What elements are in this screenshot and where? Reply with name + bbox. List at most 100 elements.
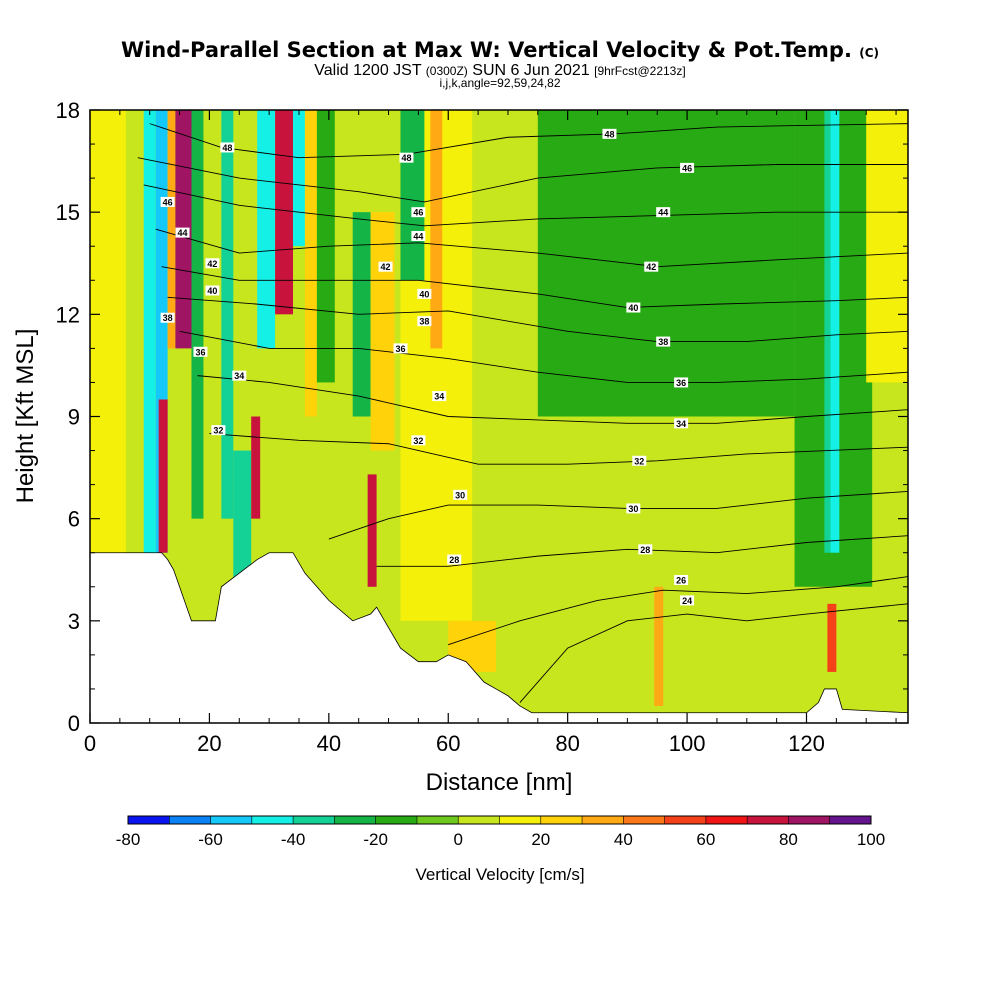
velocity-cell <box>430 110 443 349</box>
subtitle-utc: (0300Z) <box>425 64 468 78</box>
contour-label: 34 <box>234 371 244 381</box>
theta-contour-32 <box>209 433 908 465</box>
contour-label: 38 <box>163 313 173 323</box>
velocity-cell <box>866 110 908 383</box>
contour-label-bg <box>626 503 641 514</box>
colorbar-tick-label: 40 <box>614 830 633 849</box>
contour-label: 32 <box>213 426 223 436</box>
chart-subtitle-indices: i,j,k,angle=92,59,24,82 <box>439 76 561 90</box>
contour-label: 34 <box>676 419 686 429</box>
velocity-cell <box>257 110 276 349</box>
chart-title: Wind-Parallel Section at Max W: Vertical… <box>0 38 1000 62</box>
colorbar-swatch <box>293 816 335 824</box>
colorbar-swatch <box>416 816 459 824</box>
x-tick-label: 0 <box>84 731 96 756</box>
velocity-cell <box>293 110 305 247</box>
contour-label-bg <box>447 554 462 565</box>
contour-label: 48 <box>604 129 614 139</box>
contour-label-bg <box>632 455 647 466</box>
contour-label: 38 <box>419 317 429 327</box>
x-tick-label: 60 <box>436 731 460 756</box>
chart-title-text: Wind-Parallel Section at Max W: Vertical… <box>120 38 852 62</box>
contour-label: 46 <box>682 163 692 173</box>
colorbar-swatch <box>334 816 376 824</box>
colorbar-swatch <box>623 816 665 824</box>
contour-label: 48 <box>222 143 232 153</box>
colorbar-tick-label: 0 <box>453 830 462 849</box>
colorbar-swatch <box>705 816 748 824</box>
theta-contour-28 <box>376 535 908 567</box>
y-tick-label: 18 <box>56 98 80 123</box>
x-axis-label: Distance [nm] <box>426 769 573 796</box>
contour-label: 30 <box>628 504 638 514</box>
contour-label: 42 <box>207 259 217 269</box>
contour-label-bg <box>205 285 220 296</box>
contour-label: 36 <box>676 378 686 388</box>
contour-label: 48 <box>401 153 411 163</box>
contour-label-bg <box>638 544 653 555</box>
colorbar-swatch <box>375 816 418 824</box>
theta-contour-44 <box>143 184 908 227</box>
contour-label-bg <box>453 489 468 500</box>
velocity-cell <box>251 416 261 519</box>
contour-label: 24 <box>682 596 692 606</box>
colorbar-tick-label: -40 <box>281 830 306 849</box>
contour-label-bg <box>674 418 689 429</box>
x-tick-label: 80 <box>555 731 579 756</box>
contour-label-bg <box>656 207 671 218</box>
theta-contour-30 <box>328 490 908 540</box>
x-tick-label: 40 <box>317 731 341 756</box>
colorbar-tick-label: -60 <box>198 830 223 849</box>
contour-label: 38 <box>658 337 668 347</box>
y-tick-label: 0 <box>68 711 80 736</box>
subtitle-valid: Valid 1200 JST <box>314 62 422 79</box>
colorbar-label: Vertical Velocity [cm/s] <box>415 865 584 884</box>
subtitle-date: SUN 6 Jun 2021 <box>472 62 590 79</box>
x-tick-label: 120 <box>788 731 825 756</box>
contour-label-bg <box>417 288 432 299</box>
contour-label: 44 <box>658 208 668 218</box>
contour-label-bg <box>211 425 226 436</box>
velocity-cell <box>830 110 840 553</box>
colorbar-tick-label: 20 <box>531 830 550 849</box>
y-tick-label: 12 <box>56 302 80 327</box>
velocity-cell <box>143 110 156 553</box>
velocity-cell <box>233 450 252 587</box>
colorbar-swatch <box>169 816 211 824</box>
terrain-surface <box>90 552 908 723</box>
theta-contour-38 <box>167 296 908 343</box>
colorbar-swatch <box>582 816 624 824</box>
contour-label-bg <box>626 302 641 313</box>
velocity-cell <box>191 110 204 519</box>
colorbar-swatch <box>829 816 872 824</box>
contour-label: 44 <box>178 228 188 238</box>
colorbar-swatch <box>664 816 707 824</box>
velocity-cell <box>400 110 425 281</box>
contour-label-bg <box>220 142 235 153</box>
colorbar-tick-label: 100 <box>857 830 885 849</box>
contour-label-bg <box>680 162 695 173</box>
y-tick-label: 6 <box>68 507 80 532</box>
theta-contour-36 <box>179 330 908 383</box>
contour-label-bg <box>644 261 659 272</box>
velocity-cell <box>275 110 294 315</box>
colorbar-swatch <box>210 816 253 824</box>
subtitle-forecast: [9hrFcst@2213z] <box>594 64 686 78</box>
contour-label: 40 <box>419 289 429 299</box>
contour-label: 42 <box>381 262 391 272</box>
contour-label: 40 <box>628 303 638 313</box>
colorbar-swatch <box>788 816 831 824</box>
contour-label-bg <box>175 227 190 238</box>
colorbar-swatch <box>540 816 583 824</box>
theta-contour-24 <box>519 603 908 703</box>
velocity-cell <box>304 110 317 417</box>
contour-label-bg <box>432 391 447 402</box>
y-axis-label: Height [Kft MSL] <box>12 329 39 504</box>
contour-label-bg <box>232 370 247 381</box>
colorbar-tick-label: 80 <box>779 830 798 849</box>
theta-contour-labels: 48 46 44 42 40 38 36 34 32 48 46 44 42 40 38 36 34 32 30 28… <box>160 128 695 606</box>
contour-label: 46 <box>163 197 173 207</box>
velocity-cell <box>827 603 837 672</box>
